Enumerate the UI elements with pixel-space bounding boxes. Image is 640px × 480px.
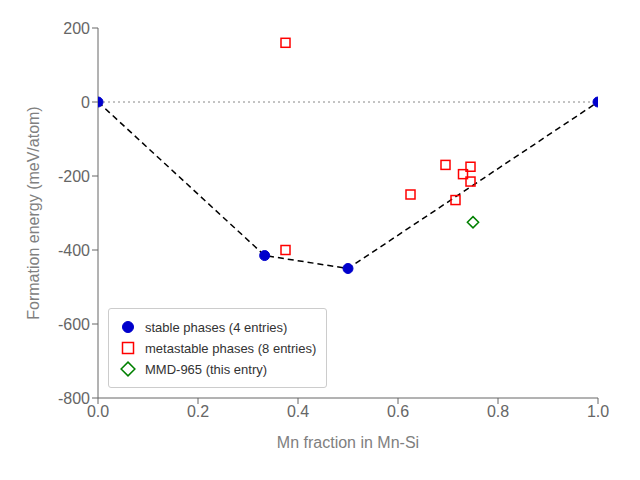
svg-text:0.6: 0.6 <box>387 403 409 420</box>
svg-text:0.8: 0.8 <box>487 403 509 420</box>
svg-text:-600: -600 <box>58 316 90 333</box>
html-text:metastable phases (8 entries): metastable phases (8 entries) <box>145 340 317 356</box>
svg-text:Mn fraction in Mn-Si: Mn fraction in Mn-Si <box>277 434 419 451</box>
html-text:stable phases (4 entries): stable phases (4 entries) <box>145 319 288 335</box>
svg-text:1.0: 1.0 <box>587 403 609 420</box>
svg-text:-200: -200 <box>58 168 90 185</box>
svg-text:-800: -800 <box>58 390 90 407</box>
html-text:MMD-965 (this entry): MMD-965 (this entry) <box>145 361 268 377</box>
svg-text:Formation energy (meV/atom): Formation energy (meV/atom) <box>25 106 42 319</box>
svg-text:0.0: 0.0 <box>87 403 109 420</box>
svg-text:-400: -400 <box>58 242 90 259</box>
svg-text:0: 0 <box>81 94 90 111</box>
svg-text:0.2: 0.2 <box>187 403 209 420</box>
svg-text:0.4: 0.4 <box>287 403 309 420</box>
svg-text:200: 200 <box>63 20 90 37</box>
